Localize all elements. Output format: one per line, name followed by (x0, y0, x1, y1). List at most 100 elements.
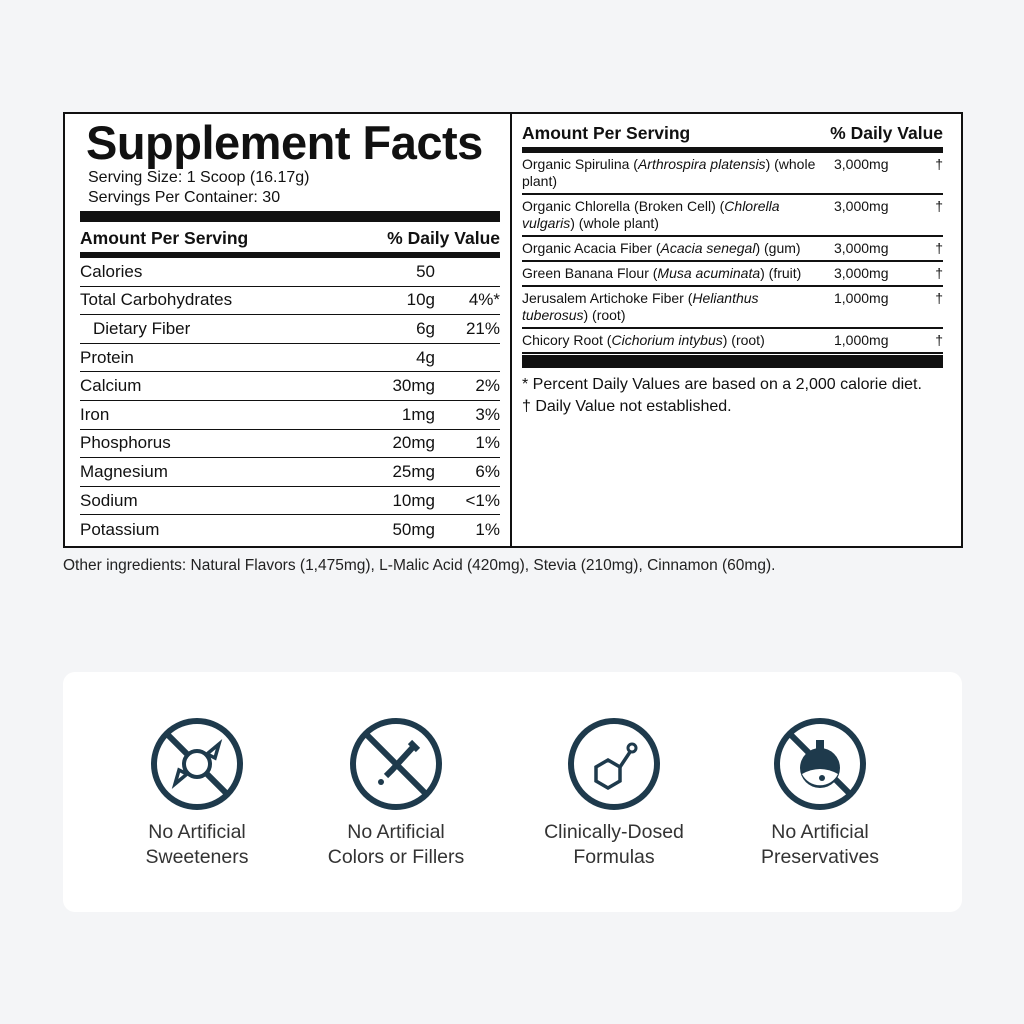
footnote-1: * Percent Daily Values are based on a 2,… (522, 376, 922, 393)
ingredient-name: Green Banana Flour ( (522, 265, 658, 281)
label-title: Supplement Facts (86, 116, 483, 169)
nutrient-row: Potassium 50mg 1% (80, 515, 500, 544)
feature-no-preservatives: No Artificial Preservatives (720, 716, 920, 870)
no-flask-icon (774, 718, 866, 810)
feature-line2: Sweeteners (145, 846, 249, 868)
divider-thick (522, 355, 943, 368)
header-dv: % Daily Value (387, 228, 500, 248)
ingredient-name: Organic Acacia Fiber ( (522, 240, 661, 256)
feature-line1: No Artificial (347, 821, 445, 843)
nutrient-row: Protein 4g (80, 344, 500, 373)
ingredient-latin: Cichorium intybus (611, 332, 723, 348)
nutrient-name: Dietary Fiber (93, 318, 191, 338)
ingredient-amount: 1,000mg (834, 290, 889, 306)
no-candy-icon (151, 718, 243, 810)
nutrient-dv: 21% (465, 318, 500, 338)
footnote-2: † Daily Value not established. (522, 398, 732, 415)
ingredient-name: Organic Spirulina ( (522, 156, 638, 172)
nutrient-name: Potassium (80, 519, 160, 539)
facts-left-panel: Supplement Facts Serving Size: 1 Scoop (… (65, 114, 512, 546)
ingredient-row: Organic Chlorella (Broken Cell) (Chlorel… (522, 195, 943, 237)
ingredient-dv: † (935, 332, 943, 348)
ingredient-row: Organic Acacia Fiber (Acacia senegal) (g… (522, 237, 943, 262)
footnote-daily-values: * Percent Daily Values are based on a 2,… (522, 374, 943, 418)
ingredient-dv: † (935, 156, 943, 172)
serving-size: Serving Size: 1 Scoop (16.17g) (88, 169, 310, 186)
ingredient-name: Chicory Root (Cichorium intybus) (root) (522, 332, 828, 349)
nutrient-name: Calcium (80, 376, 142, 396)
nutrient-name: Protein (80, 347, 134, 367)
nutrient-name: Total Carbohydrates (80, 290, 233, 310)
ingredient-name: Green Banana Flour (Musa acuminata) (fru… (522, 265, 828, 282)
nutrient-row: Sodium 10mg <1% (80, 487, 500, 516)
divider-thick (80, 211, 500, 222)
ingredient-amount: 3,000mg (834, 265, 889, 281)
ingredient-row: Green Banana Flour (Musa acuminata) (fru… (522, 262, 943, 287)
ingredient-dv: † (935, 240, 943, 256)
ingredient-name: Organic Chlorella (Broken Cell) (Chlorel… (522, 198, 828, 232)
nutrient-row: Calcium 30mg 2% (80, 372, 500, 401)
feature-no-colors: No Artificial Colors or Fillers (296, 716, 496, 870)
nutrient-row: Phosphorus 20mg 1% (80, 430, 500, 459)
features-card: No Artificial Sweeteners No Artificial Col… (63, 672, 962, 912)
feature-line2: Preservatives (760, 846, 880, 868)
nutrient-amount: 50 (416, 261, 435, 281)
ingredient-latin: Acacia senegal (660, 240, 756, 256)
nutrient-dv: 2% (475, 376, 500, 396)
table-header: Amount Per Serving % Daily Value (522, 122, 943, 144)
nutrient-row: Calories 50 (80, 258, 500, 287)
ingredient-amount: 3,000mg (834, 198, 889, 214)
ingredient-rest: ) (whole plant) (522, 156, 816, 189)
ingredient-latin: Musa acuminata (657, 265, 761, 281)
divider-medium (522, 147, 943, 153)
divider-medium (80, 252, 500, 258)
nutrient-name: Magnesium (80, 461, 168, 481)
ingredient-latin: Chlorella vulgaris (522, 198, 780, 231)
nutrient-row: Magnesium 25mg 6% (80, 458, 500, 487)
nutrient-amount: 6g (416, 318, 435, 338)
nutrient-dv: 3% (475, 404, 500, 424)
nutrient-amount: 10mg (392, 490, 435, 510)
ingredient-rest: ) (root) (583, 307, 626, 323)
nutrient-dv: 1% (475, 519, 500, 539)
nutrient-name: Sodium (80, 490, 138, 510)
header-amount: Amount Per Serving (522, 123, 691, 143)
feature-line1: No Artificial (148, 821, 246, 843)
nutrient-amount: 4g (416, 347, 435, 367)
feature-line1: No Artificial (771, 821, 869, 843)
nutrient-amount: 20mg (392, 433, 435, 453)
ingredient-row: Chicory Root (Cichorium intybus) (root) 1… (522, 329, 943, 354)
feature-line2: Colors or Fillers (327, 846, 465, 868)
nutrient-amount: 50mg (392, 519, 435, 539)
ingredient-amount: 1,000mg (834, 332, 889, 348)
feature-line2: Formulas (573, 846, 655, 868)
header-amount: Amount Per Serving (80, 228, 249, 248)
nutrient-amount: 25mg (392, 461, 435, 481)
ingredient-rest: ) (root) (722, 332, 765, 348)
nutrient-row: Total Carbohydrates 10g 4%* (80, 287, 500, 316)
ingredient-table: Organic Spirulina (Arthrospira platensis… (522, 153, 943, 354)
servings-per-container: Servings Per Container: 30 (88, 189, 281, 206)
table-header: Amount Per Serving % Daily Value (80, 227, 500, 249)
nutrient-row: Iron 1mg 3% (80, 401, 500, 430)
nutrient-table: Calories 50 Total Carbohydrates 10g 4%* Dieta… (80, 258, 500, 544)
ingredient-latin: Helianthus tuberosus (522, 290, 759, 323)
ingredient-dv: † (935, 265, 943, 281)
nutrient-amount: 10g (406, 290, 435, 310)
molecule-icon (568, 718, 660, 810)
supplement-facts-label: Supplement Facts Serving Size: 1 Scoop (… (63, 112, 963, 548)
feature-line1: Clinically-Dosed (544, 821, 684, 843)
ingredient-dv: † (935, 198, 943, 214)
ingredient-rest: ) (gum) (755, 240, 801, 256)
ingredient-name: Organic Acacia Fiber (Acacia senegal) (g… (522, 240, 828, 257)
ingredient-name: Jerusalem Artichoke Fiber ( (522, 290, 693, 306)
no-dropper-icon (350, 718, 442, 810)
nutrient-dv: 1% (475, 433, 500, 453)
nutrient-dv: 4%* (468, 290, 500, 310)
nutrient-name: Calories (80, 261, 143, 281)
facts-right-panel: Amount Per Serving % Daily Value Organic … (512, 114, 961, 546)
nutrient-amount: 1mg (401, 404, 435, 424)
nutrient-dv: <1% (465, 490, 501, 510)
ingredient-name: Chicory Root ( (522, 332, 612, 348)
feature-no-sweeteners: No Artificial Sweeteners (97, 716, 297, 870)
